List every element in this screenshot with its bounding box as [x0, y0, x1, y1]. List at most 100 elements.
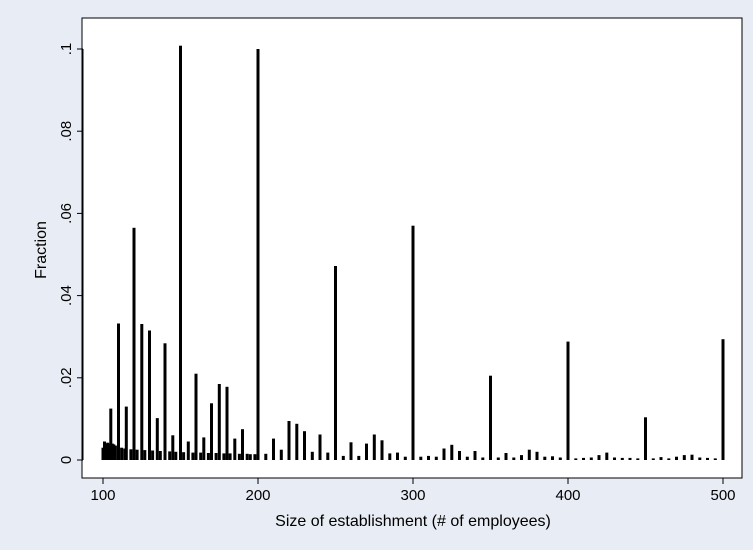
- bar-125: [140, 324, 144, 460]
- x-tick-label: 500: [710, 487, 735, 504]
- x-tick-label: 100: [90, 487, 115, 504]
- bar-198: [253, 454, 257, 460]
- bar-285: [388, 453, 392, 460]
- bar-101: [103, 441, 106, 460]
- bar-385: [543, 456, 547, 460]
- bar-260: [349, 442, 353, 460]
- bar-340: [473, 451, 477, 460]
- bar-375: [527, 449, 531, 460]
- y-tick-label: 0: [58, 456, 75, 464]
- bar-220: [287, 421, 291, 460]
- bar-410: [582, 457, 585, 460]
- bar-400: [566, 341, 570, 460]
- bar-180: [225, 386, 229, 460]
- bar-435: [620, 457, 624, 460]
- bar-155: [186, 441, 190, 460]
- bar-305: [419, 456, 423, 460]
- bar-360: [504, 453, 508, 460]
- x-tick-label: 200: [245, 487, 270, 504]
- bar-310: [427, 455, 430, 460]
- bar-102: [104, 443, 108, 460]
- bar-230: [303, 431, 306, 460]
- bar-163: [199, 452, 203, 460]
- bar-390: [551, 456, 554, 460]
- bar-175: [217, 384, 221, 460]
- bar-300: [411, 225, 415, 460]
- bar-173: [214, 453, 218, 460]
- bar-450: [644, 417, 647, 460]
- bar-108: [113, 445, 117, 460]
- bar-160: [194, 373, 198, 460]
- bar-365: [512, 457, 516, 460]
- y-tick-label: .06: [58, 203, 75, 224]
- x-tick-label: 400: [555, 487, 580, 504]
- bar-170: [210, 403, 213, 460]
- axes-layer: 0 .02 .04 .06 .08 .1 100 200 300 400 500: [58, 43, 736, 504]
- y-tick-label: .04: [58, 285, 75, 306]
- bar-210: [272, 438, 275, 460]
- bar-455: [651, 458, 655, 460]
- bar-250: [334, 266, 337, 460]
- bar-245: [326, 452, 330, 460]
- y-tick-label: .1: [58, 43, 75, 56]
- bar-485: [698, 457, 702, 460]
- bar-205: [264, 453, 268, 460]
- bar-280: [380, 440, 384, 460]
- bar-127: [143, 450, 147, 460]
- bar-200: [256, 49, 260, 460]
- bar-405: [574, 458, 578, 460]
- bar-143: [168, 451, 172, 460]
- bar-380: [535, 451, 539, 460]
- bar-168: [206, 453, 210, 460]
- bar-114: [123, 448, 127, 460]
- bar-195: [248, 454, 252, 460]
- y-tick-label: .08: [58, 121, 75, 142]
- bar-440: [628, 457, 632, 460]
- x-axis-title: Size of establishment (# of employees): [275, 513, 551, 530]
- bar-165: [202, 437, 206, 460]
- bar-225: [295, 423, 299, 460]
- bar-480: [690, 454, 694, 460]
- bar-330: [458, 451, 461, 460]
- bar-182: [228, 453, 232, 460]
- bar-137: [158, 451, 162, 460]
- bar-178: [222, 453, 226, 460]
- bar-350: [489, 375, 492, 460]
- bar-495: [713, 458, 717, 460]
- bar-355: [496, 457, 500, 460]
- bar-315: [434, 456, 438, 460]
- bar-145: [171, 435, 175, 460]
- bar-240: [318, 434, 322, 460]
- bar-290: [396, 452, 399, 460]
- y-tick-label: .02: [58, 367, 75, 388]
- bar-500: [721, 339, 725, 460]
- bar-295: [403, 456, 407, 460]
- bar-112: [120, 447, 124, 460]
- bar-395: [558, 457, 562, 460]
- bar-135: [155, 418, 159, 460]
- bar-110: [117, 323, 120, 460]
- bar-370: [520, 455, 523, 460]
- bar-470: [675, 456, 678, 460]
- bar-188: [237, 453, 241, 460]
- bar-460: [659, 457, 663, 460]
- bar-475: [682, 455, 686, 460]
- bar-105: [109, 408, 113, 460]
- bar-118: [129, 449, 133, 460]
- bar-320: [442, 448, 446, 460]
- bar-120: [132, 227, 136, 460]
- bar-190: [241, 429, 244, 460]
- x-tick-label: 300: [400, 487, 425, 504]
- bar-270: [365, 443, 368, 460]
- bar-152: [182, 452, 186, 460]
- bar-275: [372, 434, 376, 460]
- bar-150: [179, 45, 182, 460]
- bar-255: [341, 455, 345, 460]
- bar-415: [589, 457, 593, 460]
- bar-445: [636, 458, 640, 460]
- y-axis-title: Fraction: [33, 221, 50, 279]
- bar-345: [481, 457, 485, 460]
- bar-490: [706, 457, 709, 460]
- bar-265: [357, 455, 361, 460]
